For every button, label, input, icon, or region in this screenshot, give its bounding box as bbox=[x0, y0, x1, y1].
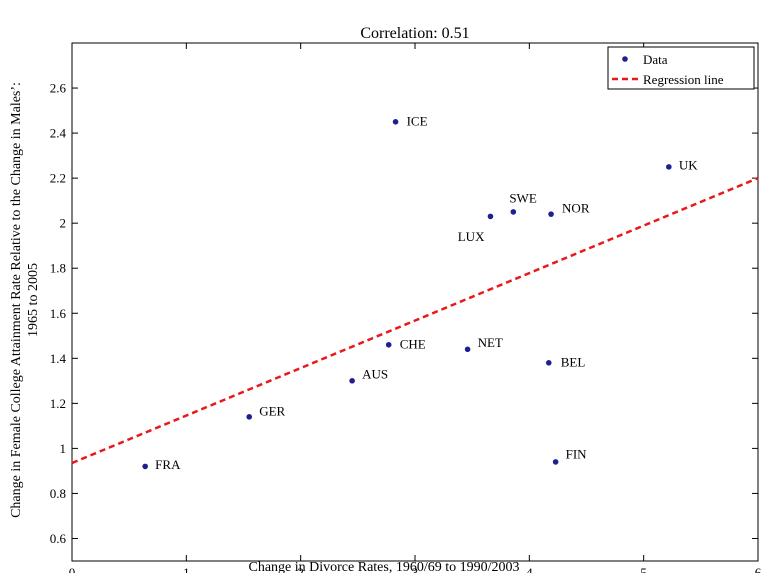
data-point-lux bbox=[487, 213, 494, 220]
point-label-uk: UK bbox=[679, 157, 698, 172]
y-tick-label: 1 bbox=[60, 441, 67, 456]
data-point-ice bbox=[392, 119, 399, 125]
y-axis: 0.6 0.8 1 1.2 1.4 1.6 1.8 2 2.2 2.4 2.6 bbox=[50, 81, 758, 546]
y-tick-label: 1.2 bbox=[50, 396, 66, 411]
y-tick-label: 0.6 bbox=[50, 531, 67, 546]
x-axis: 0 1 2 3 4 5 6 bbox=[69, 43, 762, 573]
point-label-fin: FIN bbox=[566, 446, 588, 461]
data-point-aus bbox=[349, 378, 355, 384]
point-label-lux: LUX bbox=[458, 229, 485, 244]
y-tick-label: 0.8 bbox=[50, 486, 66, 501]
chart-title: Correlation: 0.51 bbox=[360, 25, 469, 42]
data-point-uk bbox=[666, 164, 672, 170]
legend-box bbox=[607, 46, 755, 90]
x-tick-label: 3 bbox=[412, 565, 419, 573]
y-tick-label: 1.4 bbox=[50, 351, 67, 366]
y-tick-label: 1.6 bbox=[50, 306, 67, 321]
point-label-fra: FRA bbox=[155, 457, 181, 472]
y-tick-label: 2 bbox=[60, 216, 67, 231]
regression-line bbox=[71, 176, 759, 465]
x-tick-label: 2 bbox=[297, 565, 304, 573]
y-tick-label: 2.4 bbox=[50, 126, 67, 141]
y-tick-label: 2.2 bbox=[50, 171, 66, 186]
point-label-ger: GER bbox=[259, 403, 285, 418]
point-label-aus: AUS bbox=[362, 366, 388, 381]
legend-label-data: Data bbox=[643, 52, 668, 67]
data-point-nor bbox=[548, 211, 554, 217]
x-tick-label: 4 bbox=[526, 565, 533, 573]
point-label-nor: NOR bbox=[562, 201, 590, 216]
y-tick-label: 1.8 bbox=[50, 261, 66, 276]
legend-marker-data bbox=[622, 56, 628, 62]
data-point-che bbox=[385, 341, 392, 348]
x-tick-label: 5 bbox=[640, 565, 647, 573]
data-point-fra bbox=[142, 463, 148, 470]
point-label-che: CHE bbox=[400, 336, 426, 351]
point-label-ice: ICE bbox=[407, 113, 428, 128]
x-tick-label: 1 bbox=[183, 565, 190, 573]
point-label-bel: BEL bbox=[561, 354, 586, 369]
data-point-swe bbox=[510, 209, 517, 215]
x-axis-title: Change in Divorce Rates, 1960/69 to 1990… bbox=[248, 560, 519, 573]
point-label-swe: SWE bbox=[509, 190, 537, 205]
x-tick-label: 6 bbox=[755, 565, 762, 573]
legend-label-regression: Regression line bbox=[643, 72, 724, 87]
data-point-ger bbox=[246, 414, 253, 420]
data-point-net bbox=[464, 346, 471, 353]
y-axis-title-line2: 1965 to 2005 bbox=[26, 263, 41, 337]
legend: Data Regression line bbox=[607, 46, 755, 90]
y-axis-title-line1: Change in Female College Attainment Rate… bbox=[9, 82, 24, 518]
data-point-bel bbox=[545, 360, 552, 366]
y-tick-label: 2.6 bbox=[50, 81, 67, 96]
point-label-net: NET bbox=[478, 335, 503, 350]
data-point-fin bbox=[552, 459, 559, 465]
x-tick-label: 0 bbox=[69, 565, 76, 573]
data-points: FRA GER AUS CHE ICE NET LUX SWE BEL NOR FIN UK bbox=[142, 113, 698, 472]
